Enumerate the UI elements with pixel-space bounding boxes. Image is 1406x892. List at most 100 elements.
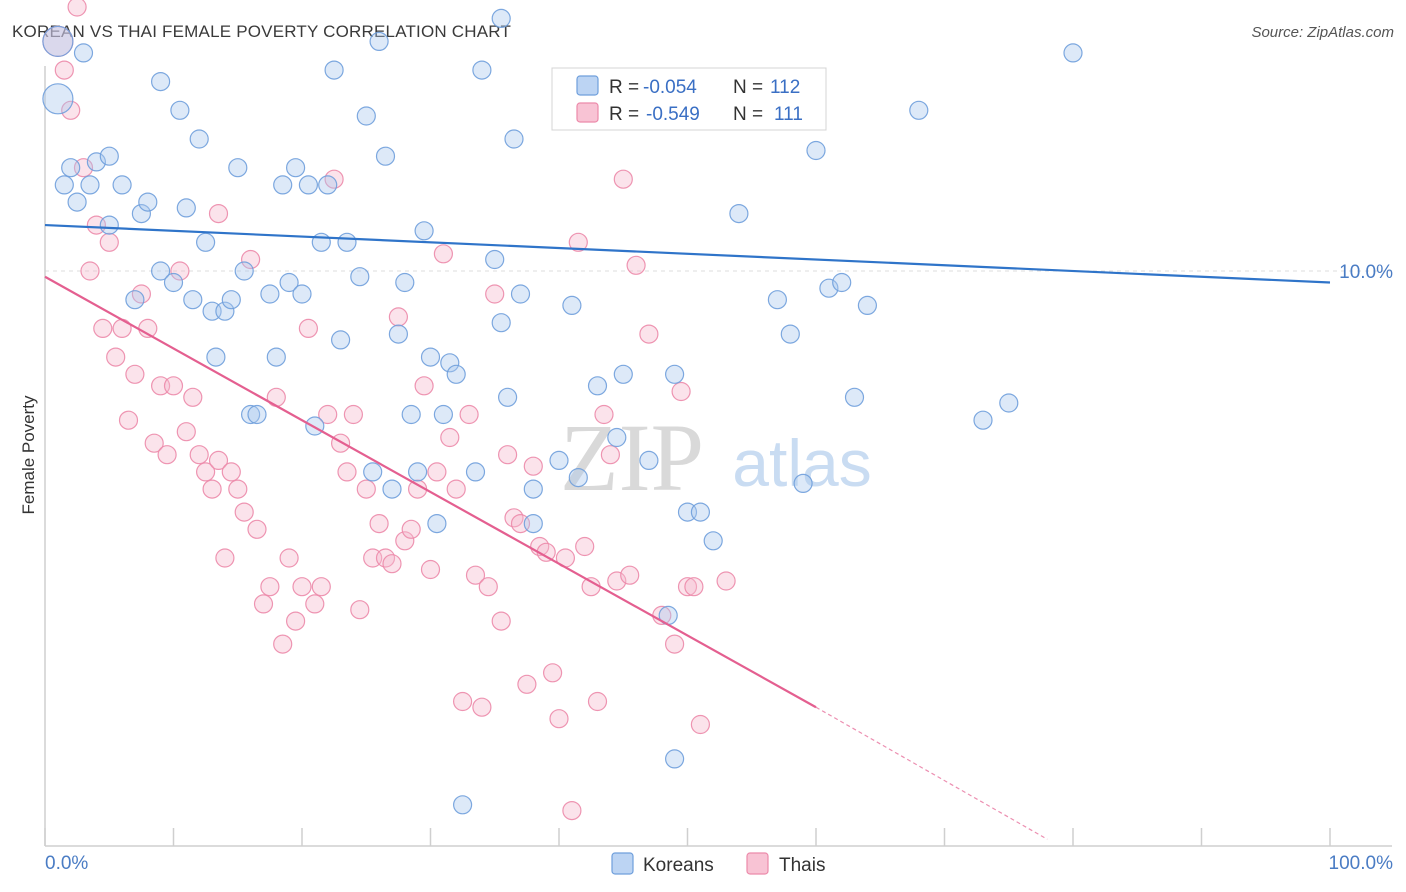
koreans-point-6 bbox=[73, 43, 94, 63]
koreans-point-33 bbox=[266, 347, 286, 367]
koreans-point-24 bbox=[206, 347, 226, 367]
thais-point-70 bbox=[478, 577, 498, 597]
thais-point-29 bbox=[215, 548, 235, 568]
thais-point-36 bbox=[260, 577, 280, 597]
y-tick-label-0: 10.0% bbox=[1339, 262, 1393, 283]
koreans-point-53 bbox=[395, 272, 415, 293]
thais-point-35 bbox=[253, 594, 274, 614]
koreans-point-60 bbox=[440, 353, 460, 373]
koreans-point-1 bbox=[42, 83, 74, 115]
koreans-point-58 bbox=[427, 513, 447, 534]
legend-n-value-thais: 111 bbox=[774, 104, 803, 125]
x-tick-labels: 0.0% 100.0% bbox=[45, 853, 1393, 874]
koreans-point-38 bbox=[298, 175, 318, 195]
koreans-point-103 bbox=[909, 100, 929, 120]
thais-point-97 bbox=[671, 381, 691, 402]
koreans-point-44 bbox=[337, 232, 357, 252]
thais-point-71 bbox=[485, 284, 505, 304]
series-legend: Koreans Thais bbox=[611, 852, 825, 876]
koreans-point-10 bbox=[99, 146, 119, 166]
thais-point-68 bbox=[465, 565, 486, 585]
koreans-point-56 bbox=[414, 221, 434, 241]
koreans-point-54 bbox=[401, 404, 421, 425]
thais-point-31 bbox=[228, 479, 248, 499]
thais-point-34 bbox=[247, 519, 267, 539]
thais-point-87 bbox=[587, 691, 608, 712]
koreans-point-99 bbox=[832, 272, 852, 293]
thais-point-67 bbox=[459, 404, 479, 425]
koreans-point-107 bbox=[1063, 43, 1083, 63]
koreans-point-97 bbox=[806, 140, 826, 161]
thais-point-77 bbox=[523, 456, 543, 476]
legend-n-label-koreans: N = bbox=[733, 77, 763, 98]
thais-point-44 bbox=[311, 577, 331, 597]
watermark-atlas: atlas bbox=[732, 426, 871, 500]
thais-point-32 bbox=[234, 502, 254, 522]
thais-point-51 bbox=[356, 479, 376, 499]
legend-r-label-koreans: R = bbox=[609, 77, 639, 98]
y-axis-title: Female Poverty bbox=[19, 395, 38, 515]
koreans-point-15 bbox=[151, 261, 171, 281]
thais-point-56 bbox=[388, 307, 408, 327]
thais-point-55 bbox=[382, 554, 402, 574]
koreans-point-64 bbox=[465, 462, 486, 482]
thais-point-91 bbox=[613, 169, 633, 189]
koreans-point-12 bbox=[125, 290, 145, 310]
legend-r-value-koreans: -0.054 bbox=[643, 77, 697, 98]
thais-point-43 bbox=[305, 594, 325, 614]
thais-point-96 bbox=[664, 634, 685, 654]
koreans-point-105 bbox=[973, 410, 993, 430]
koreans-point-48 bbox=[363, 462, 383, 482]
koreans-point-2 bbox=[42, 25, 74, 58]
koreans-point-21 bbox=[189, 129, 209, 149]
koreans-point-22 bbox=[196, 232, 216, 252]
thais-point-33 bbox=[241, 249, 261, 270]
koreans-point-42 bbox=[324, 60, 344, 80]
koreans-point-3 bbox=[54, 175, 74, 195]
thais-point-58 bbox=[401, 519, 421, 539]
koreans-point-90 bbox=[703, 531, 723, 551]
thais-point-76 bbox=[517, 674, 537, 694]
koreans-point-19 bbox=[176, 198, 196, 218]
thais-point-99 bbox=[684, 577, 704, 597]
thais-point-23 bbox=[183, 387, 203, 407]
thais-point-7 bbox=[80, 261, 100, 281]
koreans-point-43 bbox=[331, 330, 351, 350]
thais-point-45 bbox=[318, 404, 338, 425]
koreans-point-66 bbox=[485, 249, 505, 270]
thais-point-100 bbox=[690, 714, 711, 735]
thais-point-61 bbox=[420, 559, 441, 580]
thais-point-24 bbox=[189, 445, 209, 465]
chart-source: Source: ZipAtlas.com bbox=[1251, 24, 1394, 41]
koreans-point-96 bbox=[793, 473, 813, 493]
series-legend-swatch-koreans bbox=[611, 852, 634, 875]
koreans-point-59 bbox=[433, 404, 453, 425]
thais-point-5 bbox=[67, 0, 87, 17]
series-legend-swatch-thais bbox=[746, 852, 769, 875]
koreans-point-16 bbox=[151, 71, 171, 92]
thais-point-39 bbox=[279, 548, 299, 568]
legend-swatch-thais bbox=[576, 102, 599, 123]
koreans-point-87 bbox=[664, 364, 685, 384]
thais-point-19 bbox=[157, 445, 177, 465]
thais-trend-line bbox=[44, 275, 817, 709]
koreans-point-76 bbox=[562, 295, 582, 315]
koreans-point-36 bbox=[286, 158, 306, 178]
koreans-point-55 bbox=[408, 462, 428, 482]
thais-point-64 bbox=[440, 427, 460, 448]
thais-point-83 bbox=[562, 800, 582, 821]
koreans-point-11 bbox=[112, 175, 132, 195]
axes bbox=[44, 66, 1392, 847]
thais-point-63 bbox=[433, 244, 453, 264]
koreans-point-41 bbox=[318, 175, 338, 195]
thais-point-11 bbox=[106, 347, 126, 367]
koreans-point-52 bbox=[388, 324, 408, 344]
koreans-point-68 bbox=[491, 8, 511, 28]
gridlines bbox=[45, 270, 1392, 272]
thais-trend-line-extension bbox=[815, 706, 1048, 840]
koreans-point-40 bbox=[311, 232, 331, 252]
koreans-point-61 bbox=[446, 364, 466, 384]
thais-point-57 bbox=[395, 531, 415, 551]
koreans-point-35 bbox=[279, 272, 299, 293]
legend-n-label-thais: N = bbox=[733, 104, 763, 125]
